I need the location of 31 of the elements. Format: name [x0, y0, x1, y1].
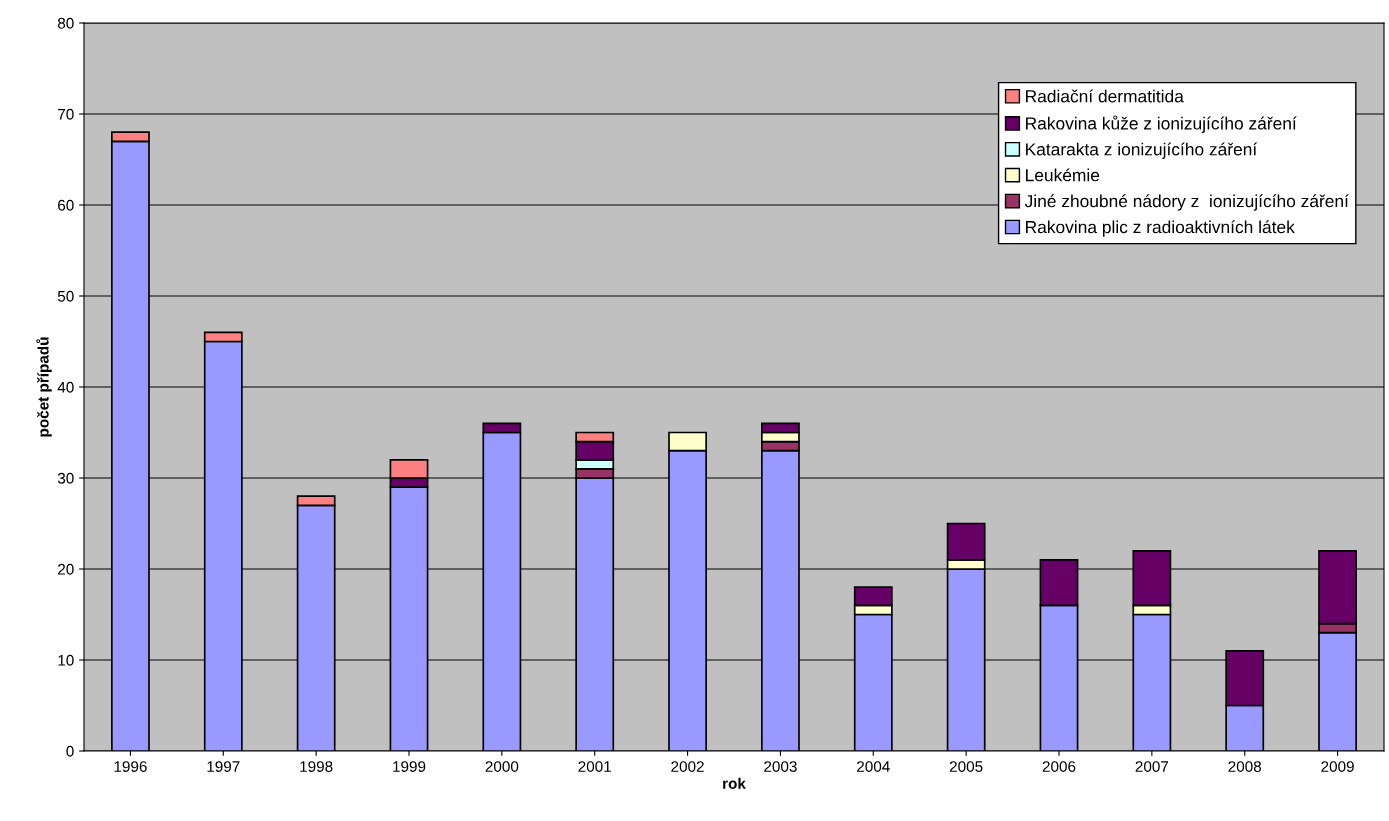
- x-tick-label: 2009: [1321, 761, 1354, 772]
- legend-label: Leukémie: [1026, 168, 1100, 182]
- legend-label: Rakovina plic z radioaktivních látek: [1026, 220, 1295, 237]
- y-tick-label: 40: [57, 381, 74, 393]
- x-tick-label: 1997: [207, 761, 240, 772]
- y-tick-label: 70: [58, 108, 74, 120]
- x-axis-title: rok: [723, 777, 746, 789]
- y-tick-label: 0: [66, 745, 74, 757]
- x-tick-label: 2001: [578, 761, 611, 772]
- x-tick-label: 2000: [485, 761, 519, 772]
- x-tick-label: 1996: [114, 761, 147, 772]
- legend-label: Katarakta z ionizujícího záření: [1026, 142, 1258, 159]
- y-tick-label: 20: [58, 563, 74, 575]
- y-tick-label: 10: [58, 654, 74, 666]
- legend-label: Radiační dermatitida: [1026, 89, 1184, 103]
- legend-label: Jiné zhoubné nádory z ionizujícího záření: [1024, 194, 1349, 211]
- x-tick-label: 1999: [393, 761, 426, 772]
- x-tick-label: 1998: [300, 761, 333, 772]
- y-tick-label: 30: [57, 472, 74, 484]
- y-tick-label: 60: [58, 199, 74, 211]
- y-tick-label: 50: [57, 290, 74, 302]
- x-tick-label: 2006: [1042, 761, 1076, 772]
- x-tick-label: 2008: [1228, 761, 1262, 772]
- x-tick-label: 2005: [949, 761, 983, 772]
- y-axis-title: počet případů: [36, 337, 52, 437]
- x-tick-label: 2007: [1135, 761, 1169, 772]
- y-tick-label: 80: [57, 17, 74, 29]
- legend-label: Rakovina kůže z ionizujícího záření: [1026, 115, 1297, 134]
- x-tick-label: 2003: [764, 761, 797, 772]
- x-tick-label: 2004: [857, 761, 890, 772]
- x-tick-label: 2002: [671, 761, 704, 772]
